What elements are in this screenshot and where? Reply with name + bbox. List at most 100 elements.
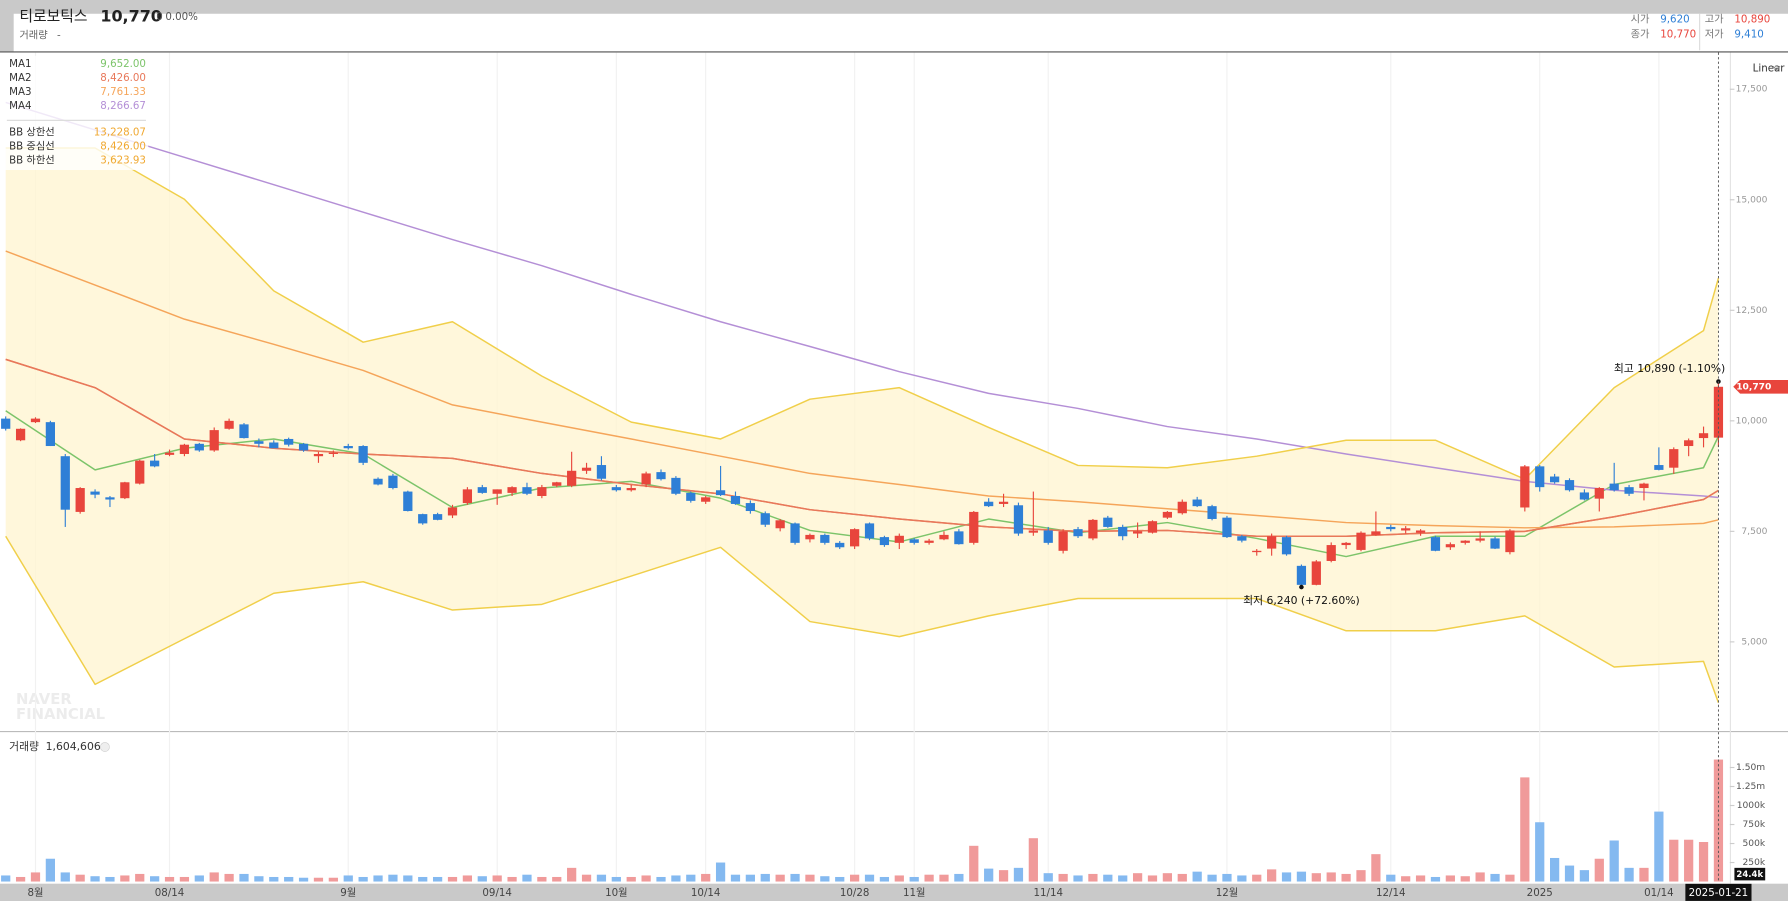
volume-bar [775,874,785,882]
candle-body [1311,561,1321,585]
volume-bar [1684,839,1694,882]
candle-body [45,422,55,447]
volume-bar [522,874,532,882]
candle-body [447,507,458,516]
candle-body [1088,519,1098,539]
volume-bar [1654,811,1664,882]
candle-body [1594,488,1604,499]
x-tick-label: 9월 [340,887,356,899]
candle-body [1296,565,1307,585]
scale-chevron[interactable] [1772,65,1781,71]
candle-body [775,520,785,529]
volume-bar [403,875,413,882]
volume-total: 1,604,606 [46,740,101,753]
candle-body [1222,517,1232,538]
candle-body [552,482,562,486]
volume-bar [1669,839,1679,882]
volume-bar [954,873,964,882]
volume-bar [864,874,875,882]
volume-bar [1281,872,1292,882]
volume-bar [15,876,26,882]
candle-body [581,467,592,471]
candle-body [1430,537,1441,551]
candle-body [164,452,175,455]
volume-bar [567,867,577,882]
candle-body [715,490,726,496]
volume-bar [1579,870,1590,882]
legend-value: 8,426.00 [100,140,146,152]
volume-bar [45,858,55,882]
x-tick-label: 09/14 [482,887,512,899]
price-tag [1733,379,1788,394]
volume-bar [1326,872,1336,882]
candle-body [1147,521,1158,533]
legend-name: MA2 [9,72,31,84]
candle-body [701,497,711,502]
candle-body [328,452,338,454]
candle-body [15,428,26,441]
x-tick-label: 11/14 [1033,887,1063,899]
candle-body [1043,530,1053,543]
stock-name: 티로보틱스 [19,8,87,25]
volume-bar [1356,870,1366,882]
candle-body [626,488,636,491]
candle-body [1415,530,1426,533]
candle-body [1669,449,1679,468]
candle-body [1103,517,1113,527]
volume-bar [1609,840,1619,882]
candle-body [850,529,860,547]
candle-body [507,487,517,493]
volume-bar [358,876,368,882]
candle-body [760,513,770,525]
candle-body [1073,529,1083,537]
candle-body [1386,526,1396,530]
crosshair-volume: 24.4k [1736,870,1763,880]
volume-bar [730,874,741,882]
volume-bar [209,872,219,882]
legend-name: BB 하한선 [9,153,55,166]
volume-bar [1013,867,1024,882]
candle-body [805,534,815,540]
volume-bar [1445,875,1455,882]
candle-body [224,420,234,429]
candle-body [1028,530,1038,533]
overlay-line [5,535,1720,703]
legend-name: MA1 [9,58,31,70]
scale-button[interactable]: Linear [1753,62,1786,74]
volume-bar [894,875,904,882]
candle-body [567,470,577,486]
volume-bar [1207,874,1217,882]
volume-bar [1624,867,1634,882]
volume-bar [850,874,860,882]
volume-bar [1549,857,1560,882]
candle-body [879,537,890,546]
quote-value: 9,620 [1660,13,1689,25]
candle-body [686,492,696,501]
quote-value: 10,770 [1660,28,1696,40]
legend-value: 8,266.67 [100,100,146,112]
candle-body [1118,526,1128,537]
stock-price: 10,770 [100,7,162,26]
candle-body [1698,433,1709,439]
volume-bar [760,873,770,882]
candle-body [596,465,607,479]
volume-bar [686,874,696,882]
volume-bar [1296,871,1307,882]
volume-bar [1371,854,1381,882]
candle-body [1445,544,1455,548]
candle-body [1579,492,1590,500]
volume-bar [1520,777,1530,882]
candle-body [924,540,934,543]
candle-body [820,534,830,543]
candle-body [1475,538,1485,541]
volume-bar [1267,869,1277,882]
volume-bar [1237,875,1247,882]
candle-body [1624,487,1634,494]
candle-body [343,446,353,449]
candle-body [284,438,294,445]
volume-bar [969,845,979,882]
candle-body [1252,550,1262,553]
volume-bar [611,876,621,882]
candle-body [1192,499,1202,507]
volume-bar [90,876,100,882]
